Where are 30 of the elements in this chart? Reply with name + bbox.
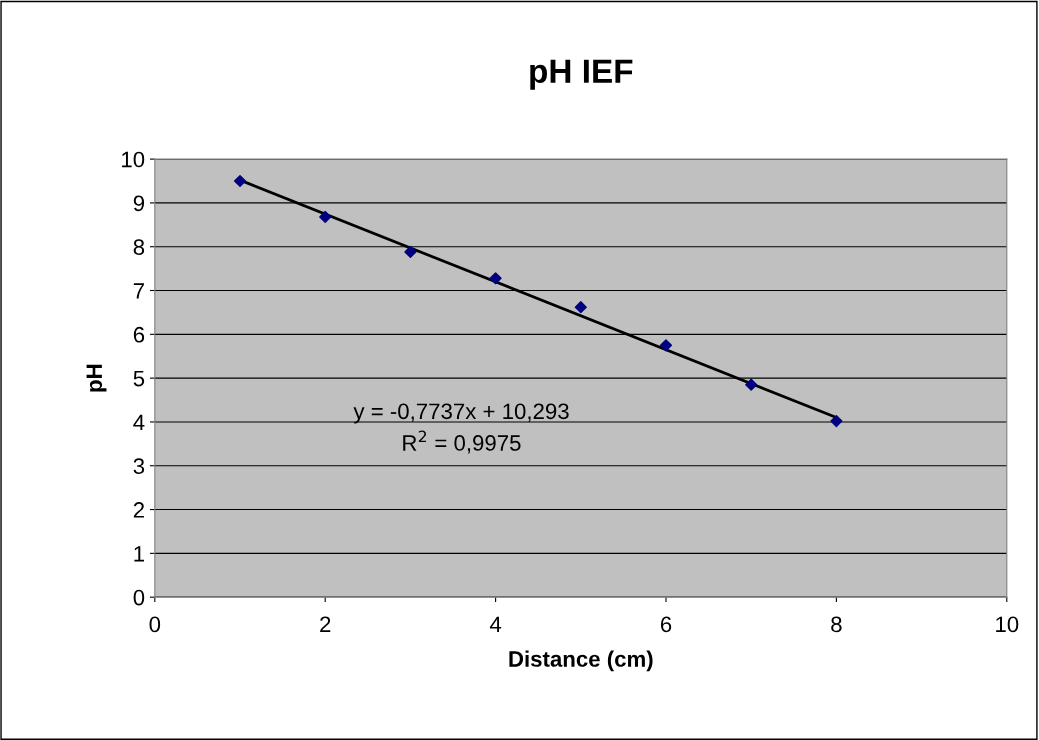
chart-title: pH IEF: [530, 59, 633, 90]
point: [404, 245, 417, 259]
y-tick-label: 7: [133, 283, 144, 299]
point: [830, 414, 843, 428]
y-tick-label: 9: [133, 195, 145, 212]
y-tick-label: 1: [134, 546, 145, 562]
x-tick-label: 8: [831, 616, 842, 633]
y-tick-label: 0: [133, 589, 145, 606]
x-tick-label: 6: [660, 616, 672, 633]
point: [659, 339, 673, 352]
y-axis-title: pH: [86, 364, 107, 392]
y-tick-label: 10: [122, 151, 145, 168]
point: [233, 174, 247, 188]
x-tick-label: 0: [149, 616, 161, 633]
annotation: y = -0,7737x + 10,293: [353, 403, 569, 424]
point: [489, 272, 502, 285]
y-tick-label: 6: [133, 326, 145, 343]
y-tick-label: 5: [133, 370, 145, 387]
y-tick-label: 8: [133, 239, 145, 255]
x-tick-label: 10: [996, 616, 1019, 633]
point: [574, 301, 587, 314]
point: [319, 210, 332, 224]
x-axis-title: Distance (cm): [509, 650, 653, 672]
x-tick-label: 4: [489, 616, 502, 633]
y-tick-label: 4: [133, 414, 145, 430]
y-tick-label: 3: [133, 458, 145, 475]
x-tick-label: 2: [320, 616, 331, 633]
y-tick-label: 2: [133, 502, 144, 518]
annotation: R$^{2}$ = 0,9975: [403, 430, 521, 454]
point: [745, 378, 758, 391]
